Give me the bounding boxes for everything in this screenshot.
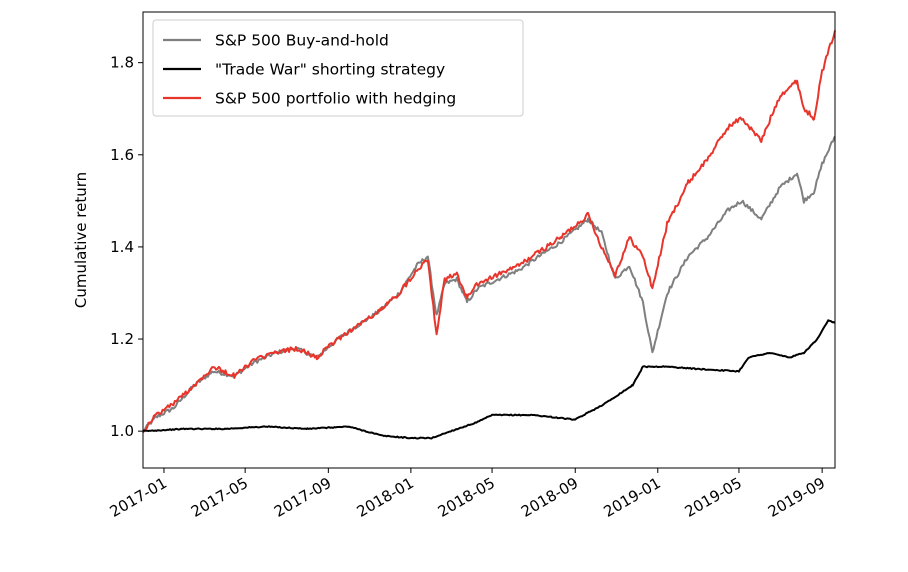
series-line-1 <box>143 135 836 432</box>
y-axis: 1.0 1.2 1.4 1.6 1.8 <box>110 54 143 440</box>
y-tick-label: 1.6 <box>110 146 134 164</box>
legend-box <box>152 19 524 117</box>
series-line-3 <box>142 30 836 434</box>
legend-label: S&P 500 Buy-and-hold <box>215 32 389 50</box>
legend: S&P 500 Buy-and-hold "Trade War" shorting… <box>152 19 524 117</box>
series-line-2 <box>142 319 836 440</box>
y-tick-label: 1.8 <box>110 54 134 72</box>
legend-label: S&P 500 portfolio with hedging <box>215 90 456 108</box>
y-tick-label: 1.4 <box>110 238 134 256</box>
y-tick-label: 1.0 <box>110 422 134 440</box>
legend-label: "Trade War" shorting strategy <box>215 61 445 79</box>
plot-lines <box>142 30 836 440</box>
y-axis-title: Cumulative return <box>72 172 90 308</box>
plot-frame <box>142 11 836 469</box>
y-tick-label: 1.2 <box>110 330 134 348</box>
